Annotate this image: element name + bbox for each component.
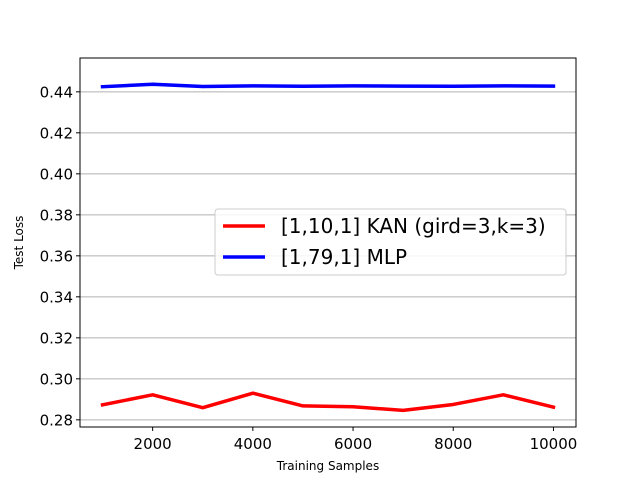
legend-label: [1,10,1] KAN (gird=3,k=3) (281, 214, 546, 238)
x-tick-label: 10000 (530, 435, 578, 453)
y-tick-label: 0.36 (40, 247, 73, 265)
y-tick-label: 0.38 (40, 206, 73, 224)
y-tick-label: 0.34 (40, 288, 73, 306)
x-axis: 2000 4000 6000 8000 10000 (134, 427, 578, 453)
series-line-mlp (100, 82, 556, 89)
series-lines (100, 82, 556, 413)
x-tick-label: 2000 (134, 435, 172, 453)
y-tick-label: 0.28 (40, 411, 73, 429)
legend: [1,10,1] KAN (gird=3,k=3) [1,79,1] MLP (214, 208, 567, 276)
legend-box (214, 208, 567, 276)
y-axis: 0.28 0.30 0.32 0.34 0.36 0.38 0.40 0.42 0.44 (40, 83, 80, 429)
y-tick-label: 0.30 (40, 370, 73, 388)
y-tick-label: 0.40 (40, 165, 73, 183)
x-axis-label: Training Samples (276, 459, 379, 473)
y-tick-label: 0.42 (40, 124, 73, 142)
legend-label: [1,79,1] MLP (281, 245, 407, 269)
x-tick-label: 4000 (234, 435, 272, 453)
y-tick-label: 0.44 (40, 83, 73, 101)
x-tick-label: 6000 (334, 435, 372, 453)
y-axis-label: Test Loss (12, 216, 26, 271)
series-line-kan (100, 391, 556, 413)
x-tick-label: 8000 (434, 435, 472, 453)
plot-frame (79, 57, 577, 428)
y-tick-label: 0.32 (40, 329, 73, 347)
